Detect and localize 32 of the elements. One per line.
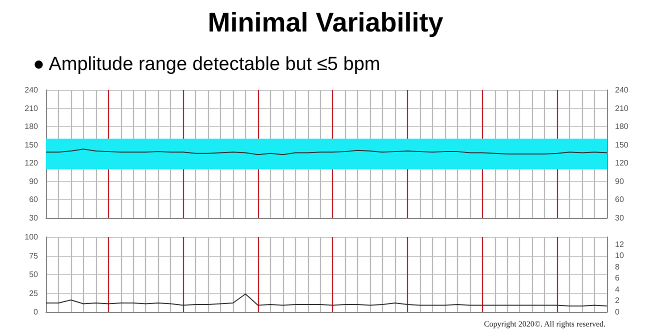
y2-tick-label: 12: [615, 240, 624, 249]
y-tick-label: 90: [29, 176, 39, 186]
y2-tick-label: 30: [615, 214, 624, 222]
y2-tick-label: 150: [615, 140, 629, 150]
y-tick-label: 50: [29, 270, 39, 279]
y2-tick-label: 240: [615, 86, 629, 94]
y2-tick-label: 90: [615, 176, 624, 186]
y-tick-label: 30: [29, 214, 39, 222]
y-tick-label: 240: [24, 86, 39, 94]
y-tick-label: 75: [29, 251, 39, 260]
y2-tick-label: 8: [615, 262, 620, 272]
y-tick-label: 180: [24, 122, 39, 132]
y-tick-label: 0: [34, 308, 39, 316]
y2-tick-label: 180: [615, 122, 629, 132]
y-tick-label: 100: [24, 232, 39, 242]
y-tick-label: 25: [29, 288, 39, 298]
y-tick-label: 210: [24, 104, 39, 113]
y-tick-label: 120: [24, 158, 39, 168]
y2-tick-label: 120: [615, 158, 629, 168]
y2-tick-label: 10: [615, 251, 624, 260]
chart-subtitle: ● Amplitude range detectable but ≤5 bpm: [33, 54, 380, 75]
y2-tick-label: 4: [615, 284, 620, 294]
y2-tick-label: 0: [615, 308, 620, 316]
text: Copyright 2020©. All rights reserved.: [484, 320, 606, 328]
chart-title: Minimal Variability: [208, 8, 444, 38]
line-series: [46, 294, 608, 306]
y-tick-label: 150: [24, 140, 39, 150]
y2-tick-label: 6: [615, 274, 620, 283]
y2-tick-label: 2: [615, 296, 620, 306]
y2-tick-label: 210: [615, 104, 629, 113]
y-tick-label: 60: [29, 195, 39, 204]
y2-tick-label: 60: [615, 195, 624, 204]
